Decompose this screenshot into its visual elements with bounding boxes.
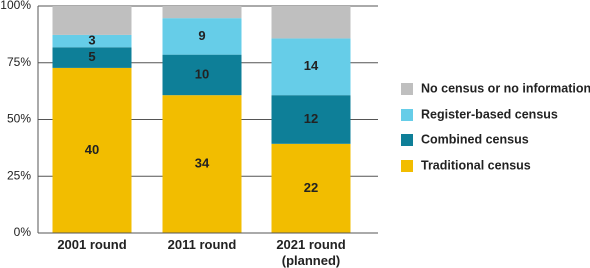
legend-label: Combined census xyxy=(421,132,529,146)
bar-segment xyxy=(162,6,242,19)
bar-segment xyxy=(52,67,132,233)
bar-segment xyxy=(271,6,351,39)
bar-segment xyxy=(271,143,351,233)
y-tick-label: 50% xyxy=(7,112,31,126)
legend-label: Register-based census xyxy=(421,107,558,121)
x-tick-label: 2011 round xyxy=(167,237,237,252)
bar-segment xyxy=(52,6,132,35)
legend-label: Traditional census xyxy=(421,158,531,172)
data-label: 5 xyxy=(88,49,95,64)
data-label: 10 xyxy=(195,66,209,81)
y-tick-label: 100% xyxy=(0,0,31,12)
data-label: 12 xyxy=(304,111,318,126)
bar-segment xyxy=(271,95,351,144)
bar-segment xyxy=(52,47,132,68)
x-tick-label: 2001 round xyxy=(57,237,127,252)
legend-swatch xyxy=(401,83,413,95)
y-tick-label: 0% xyxy=(14,225,32,239)
y-tick-label: 25% xyxy=(7,168,31,182)
legend-swatch xyxy=(401,160,413,172)
data-label: 14 xyxy=(304,58,319,73)
data-label: 40 xyxy=(85,142,99,157)
data-label: 3 xyxy=(88,33,95,48)
bar-segment xyxy=(52,34,132,48)
legend-swatch xyxy=(401,109,413,121)
bar-segment xyxy=(271,38,351,96)
bar-segment xyxy=(162,18,242,55)
legend-label: No census or no information xyxy=(421,81,590,95)
data-label: 9 xyxy=(198,28,205,43)
bar-segment xyxy=(162,95,242,233)
y-tick-label: 75% xyxy=(7,55,31,69)
x-tick-label: 2021 round (planned) xyxy=(276,237,346,268)
data-label: 34 xyxy=(195,156,210,171)
bar-segment xyxy=(162,54,242,96)
legend-swatch xyxy=(401,134,413,146)
data-label: 22 xyxy=(304,180,318,195)
